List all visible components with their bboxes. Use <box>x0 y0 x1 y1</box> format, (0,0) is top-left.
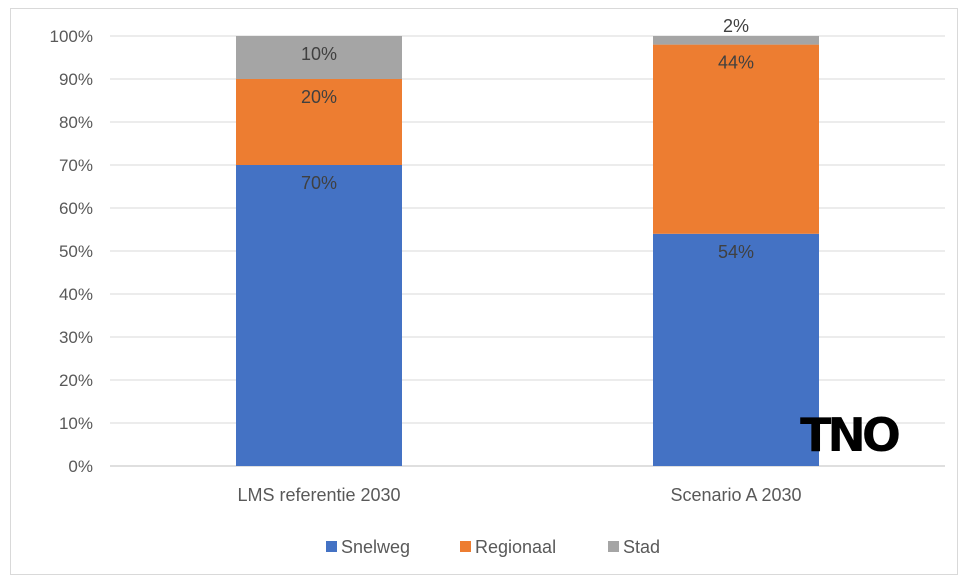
data-label: 44% <box>718 53 754 73</box>
data-labels: 70% 20% 10% 54% 44% 2% <box>301 16 754 262</box>
bar-segment-stad <box>653 36 819 45</box>
legend-label-regionaal: Regionaal <box>475 537 556 557</box>
data-label: 20% <box>301 87 337 107</box>
legend-swatch-regionaal <box>460 541 471 552</box>
legend-label-stad: Stad <box>623 537 660 557</box>
y-tick-label: 20% <box>59 371 93 390</box>
tno-logo: TNO <box>800 408 903 462</box>
y-tick-label: 0% <box>68 457 93 476</box>
bar-segment-snelweg <box>236 165 402 466</box>
bars <box>236 36 819 466</box>
bar-segment-regionaal <box>236 79 402 165</box>
y-tick-label: 90% <box>59 70 93 89</box>
y-tick-label: 70% <box>59 156 93 175</box>
data-label: 2% <box>723 16 749 36</box>
legend-swatch-snelweg <box>326 541 337 552</box>
y-tick-label: 10% <box>59 414 93 433</box>
y-tick-label: 80% <box>59 113 93 132</box>
y-axis-ticks: 0% 10% 20% 30% 40% 50% 60% 70% 80% 90% 100% <box>50 27 93 476</box>
data-label: 10% <box>301 44 337 64</box>
data-label: 70% <box>301 173 337 193</box>
x-category-label: Scenario A 2030 <box>670 485 801 505</box>
x-category-label: LMS referentie 2030 <box>237 485 400 505</box>
gridlines <box>110 35 945 467</box>
bar-segment-regionaal <box>653 44 819 234</box>
x-axis-categories: LMS referentie 2030 Scenario A 2030 <box>237 485 801 505</box>
legend-swatch-stad <box>608 541 619 552</box>
legend: Snelweg Regionaal Stad <box>326 537 660 557</box>
legend-label-snelweg: Snelweg <box>341 537 410 557</box>
y-tick-label: 40% <box>59 285 93 304</box>
y-tick-label: 60% <box>59 199 93 218</box>
bar-segment-snelweg <box>653 233 819 466</box>
y-tick-label: 30% <box>59 328 93 347</box>
y-tick-label: 50% <box>59 242 93 261</box>
data-label: 54% <box>718 242 754 262</box>
bar-segment-stad <box>236 36 402 79</box>
tno-logo-text: TNO <box>800 408 899 462</box>
y-tick-label: 100% <box>50 27 93 46</box>
